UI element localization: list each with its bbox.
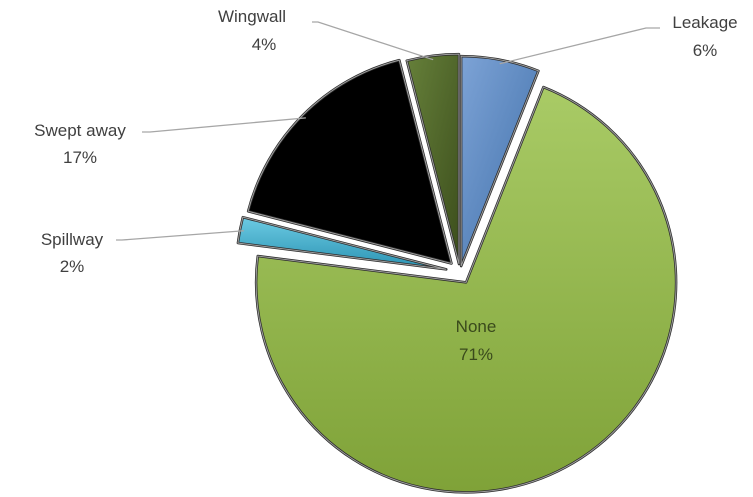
pie-slice-highlight-swept-away	[247, 59, 453, 265]
slice-value-spillway: 2%	[60, 257, 85, 276]
leader-line-spillway	[116, 230, 244, 241]
pie-slice-highlight-spillway	[237, 216, 447, 270]
slice-value-wingwall: 4%	[252, 35, 277, 54]
slice-label-spillway: Spillway	[41, 230, 104, 249]
leader-line-leakage	[499, 27, 660, 65]
slice-value-none: 71%	[459, 345, 493, 364]
slice-label-swept-away: Swept away	[34, 121, 126, 140]
leader-line-wingwall	[312, 21, 434, 61]
slice-value-leakage: 6%	[693, 41, 718, 60]
slice-label-leakage: Leakage	[672, 13, 737, 32]
pie-slice-highlight-wingwall	[406, 53, 460, 265]
slice-label-wingwall: Wingwall	[218, 7, 286, 26]
slice-label-none: None	[456, 317, 497, 336]
leader-line-swept-away	[142, 117, 306, 133]
pie-slice-highlight-leakage	[460, 55, 540, 267]
slice-value-swept-away: 17%	[63, 148, 97, 167]
pie-slice-highlight-none	[255, 86, 677, 493]
